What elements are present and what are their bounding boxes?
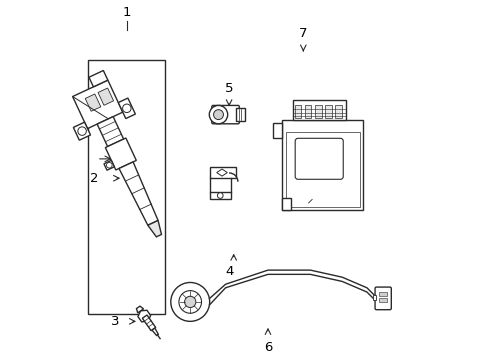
Text: 2: 2 <box>90 172 98 185</box>
Polygon shape <box>148 220 162 237</box>
Polygon shape <box>85 94 101 111</box>
Polygon shape <box>138 310 150 322</box>
Circle shape <box>171 283 210 321</box>
Circle shape <box>209 105 228 124</box>
FancyBboxPatch shape <box>295 138 343 179</box>
Polygon shape <box>152 328 158 336</box>
FancyBboxPatch shape <box>375 287 392 310</box>
Bar <box>379 292 387 296</box>
Polygon shape <box>97 117 123 147</box>
Text: 3: 3 <box>111 315 120 328</box>
Circle shape <box>214 110 223 120</box>
Bar <box>305 105 311 118</box>
Circle shape <box>106 162 112 168</box>
Bar <box>379 298 387 302</box>
Circle shape <box>185 296 196 307</box>
Text: 7: 7 <box>299 27 308 40</box>
Bar <box>282 120 364 210</box>
Circle shape <box>122 104 131 113</box>
Polygon shape <box>104 160 114 170</box>
Bar <box>88 60 166 314</box>
Bar <box>293 100 346 120</box>
Bar <box>286 132 360 207</box>
Polygon shape <box>217 169 227 176</box>
Polygon shape <box>118 98 135 118</box>
Bar <box>273 123 282 138</box>
Text: 4: 4 <box>225 265 233 278</box>
FancyBboxPatch shape <box>212 105 239 124</box>
Polygon shape <box>282 198 291 210</box>
Bar <box>336 105 342 118</box>
Text: 5: 5 <box>225 82 233 95</box>
Polygon shape <box>74 122 91 140</box>
Text: 6: 6 <box>264 341 272 354</box>
Bar <box>236 108 245 121</box>
Bar <box>210 167 236 178</box>
Circle shape <box>78 127 86 135</box>
Polygon shape <box>137 306 144 313</box>
Bar <box>210 192 231 199</box>
Bar <box>373 295 376 300</box>
Circle shape <box>218 193 223 198</box>
Polygon shape <box>105 138 136 170</box>
Bar <box>295 105 301 118</box>
Circle shape <box>179 291 201 313</box>
Bar <box>315 105 321 118</box>
Polygon shape <box>89 71 108 87</box>
Polygon shape <box>73 80 123 129</box>
Polygon shape <box>98 88 114 105</box>
Polygon shape <box>143 315 156 331</box>
Text: 1: 1 <box>122 6 131 19</box>
Bar <box>325 105 332 118</box>
Polygon shape <box>119 162 158 225</box>
